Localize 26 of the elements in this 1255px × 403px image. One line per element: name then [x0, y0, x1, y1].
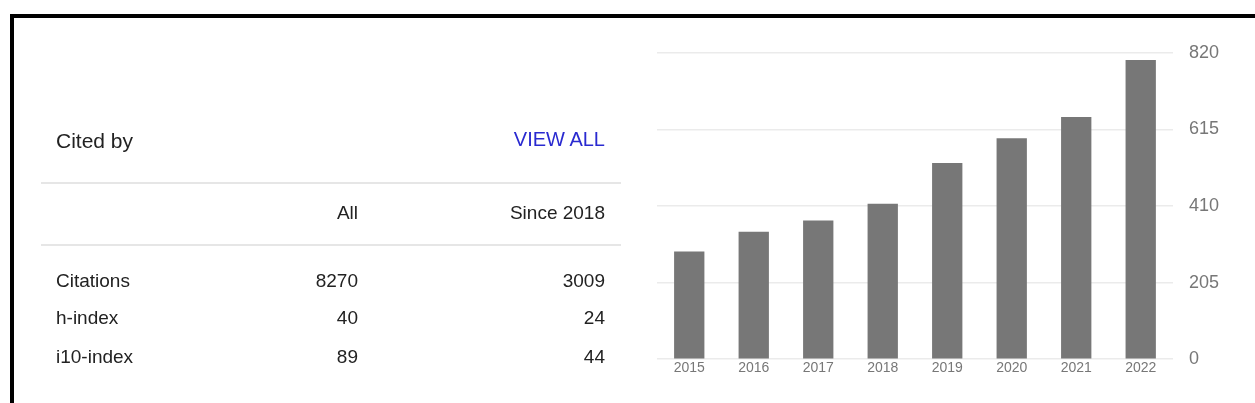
text: 44: [583, 346, 605, 368]
x-tick-label: 2019: [931, 359, 964, 376]
text: h-index: [56, 307, 119, 329]
text: VIEW ALL: [513, 128, 605, 150]
text: 89: [336, 346, 358, 368]
y-tick-label: 615: [1188, 118, 1220, 139]
text: 24: [583, 307, 605, 329]
x-tick-label: 2017: [802, 359, 835, 376]
text: i10-index: [56, 346, 134, 368]
y-tick-label: 0: [1188, 348, 1199, 369]
x-tick-label: 2016: [738, 359, 770, 376]
text: 8270: [315, 270, 358, 292]
x-tick-label: 2022: [1125, 359, 1157, 376]
x-tick-label: 2018: [867, 359, 899, 376]
x-tick-label: 2020: [996, 359, 1028, 376]
y-tick-label: 820: [1188, 41, 1220, 62]
text: Citations: [56, 270, 130, 292]
y-tick-label: 205: [1188, 271, 1220, 292]
text: Cited by: [56, 129, 134, 152]
x-tick-label: 2021: [1060, 359, 1092, 376]
text: 3009: [562, 270, 605, 292]
text: 40: [336, 307, 358, 329]
text: Since 2018: [509, 202, 605, 224]
text: All: [336, 202, 358, 224]
x-tick-label: 2015: [673, 359, 706, 376]
y-tick-label: 410: [1188, 194, 1220, 215]
